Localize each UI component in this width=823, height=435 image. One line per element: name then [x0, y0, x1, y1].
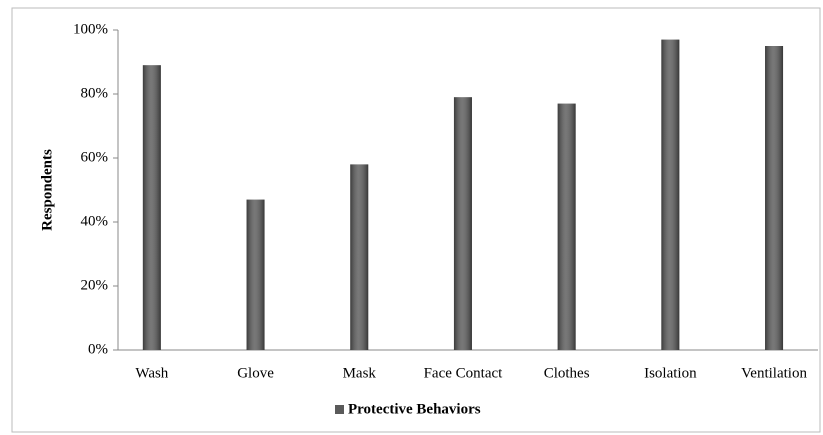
x-tick-label: Face Contact [424, 365, 504, 381]
y-tick-label: 60% [81, 149, 109, 165]
y-tick-label: 100% [73, 21, 108, 37]
bar-shade [350, 164, 369, 350]
legend-label: Protective Behaviors [348, 401, 481, 417]
x-tick-label: Clothes [544, 365, 590, 381]
y-axis-label: Respondents [39, 149, 55, 231]
y-tick-label: 0% [88, 341, 108, 357]
bar-shade [557, 103, 576, 350]
y-tick-label: 20% [81, 277, 109, 293]
chart-frame [11, 7, 821, 433]
y-tick-label: 80% [81, 85, 109, 101]
bar-shade [246, 199, 265, 350]
bar-shade [453, 97, 472, 350]
x-tick-label: Ventilation [741, 365, 807, 381]
x-tick-label: Glove [237, 365, 274, 381]
bar-shade [765, 46, 784, 350]
x-tick-label: Mask [343, 365, 377, 381]
legend-swatch [335, 405, 344, 414]
x-tick-label: Wash [135, 365, 168, 381]
x-tick-label: Isolation [644, 365, 697, 381]
bar-shade [661, 39, 680, 350]
y-tick-label: 40% [81, 213, 109, 229]
bar-shade [142, 65, 161, 350]
